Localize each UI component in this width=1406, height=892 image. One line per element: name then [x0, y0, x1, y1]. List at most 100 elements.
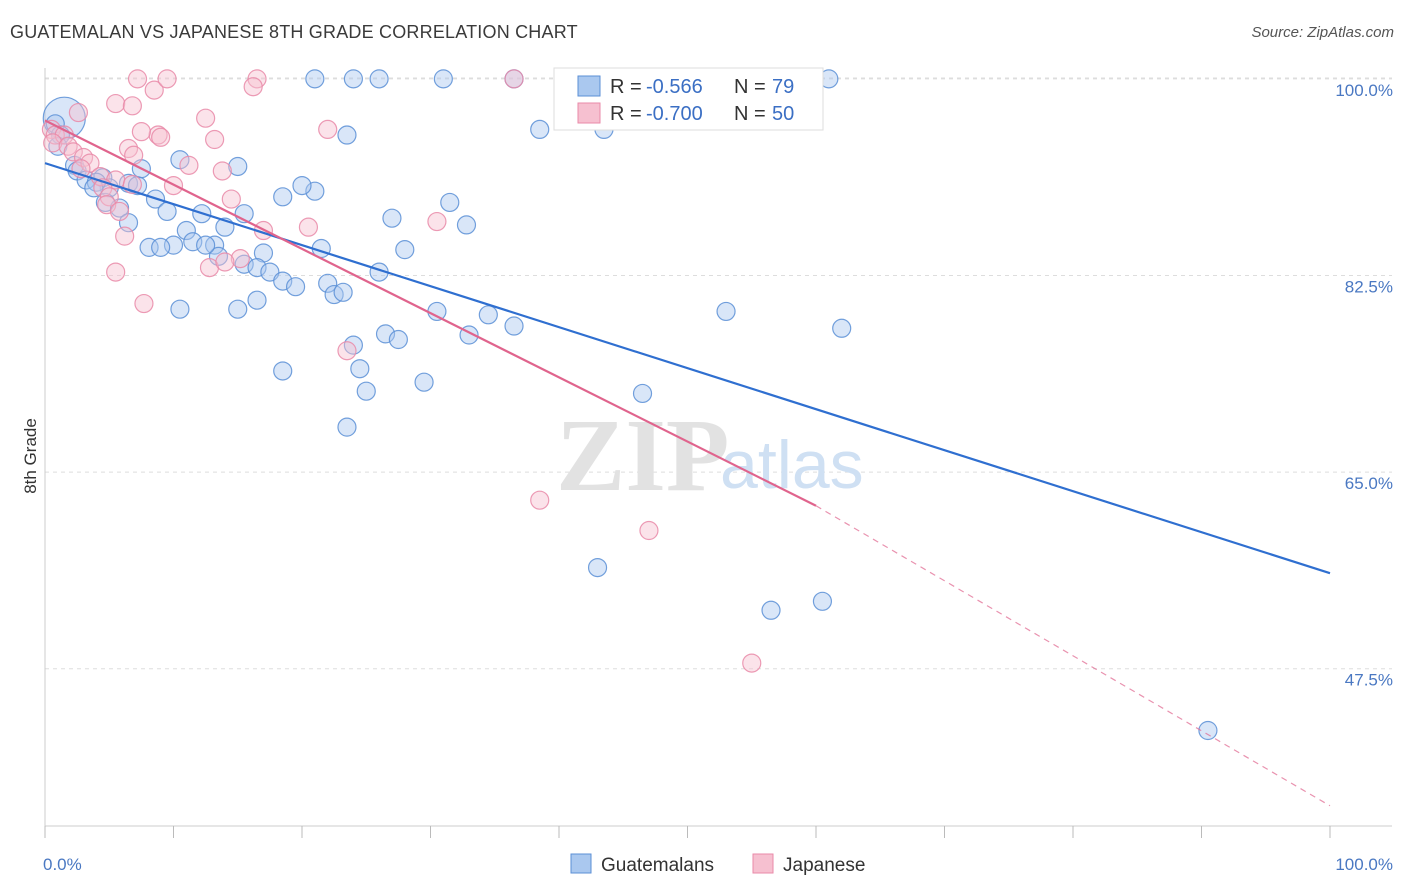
x-tick-label-start: 0.0%	[43, 855, 82, 874]
legend-n-value-1: 79	[772, 76, 794, 98]
point-japanese	[63, 142, 83, 162]
point-guatemalans	[504, 316, 524, 336]
bottom-legend-swatch-japanese	[752, 853, 774, 874]
point-guatemalans	[350, 359, 370, 379]
legend-box: R = -0.566 N = 79 R = -0.700 N = 50	[553, 67, 824, 131]
axes	[44, 68, 1392, 838]
point-japanese	[157, 69, 177, 89]
y-tick-label: 82.5%	[1345, 277, 1393, 296]
point-japanese	[148, 125, 168, 145]
point-guatemalans	[369, 69, 389, 89]
point-guatemalans	[305, 69, 325, 89]
point-japanese	[109, 201, 130, 222]
point-japanese	[196, 108, 216, 128]
point-japanese	[212, 161, 232, 181]
point-guatemalans	[292, 175, 312, 196]
point-guatemalans	[228, 299, 248, 319]
chart-title: GUATEMALAN VS JAPANESE 8TH GRADE CORRELA…	[10, 22, 578, 42]
point-guatemalans	[388, 329, 408, 350]
point-japanese	[230, 249, 250, 269]
point-japanese	[127, 69, 148, 89]
legend-n-value-2: 50	[772, 103, 794, 125]
tick-labels: 100.0% 82.5% 65.0% 47.5% 0.0% 100.0%	[43, 81, 1393, 874]
point-guatemalans	[333, 282, 353, 302]
bottom-legend-japanese: Japanese	[783, 855, 865, 876]
point-guatemalans	[356, 381, 376, 401]
legend-r-value-1: -0.566	[646, 76, 703, 98]
point-japanese	[215, 252, 235, 272]
point-japanese	[99, 187, 119, 207]
point-guatemalans	[273, 187, 293, 207]
legend-r-value-2: -0.700	[646, 103, 703, 125]
point-japanese	[318, 119, 338, 140]
point-japanese	[504, 69, 524, 89]
point-guatemalans	[228, 156, 248, 177]
legend-r-label-2: R =	[610, 103, 642, 125]
point-japanese	[151, 127, 171, 147]
bottom-legend-swatch-guatemalans	[570, 853, 592, 874]
legend-swatch-japanese	[577, 102, 601, 124]
point-japanese	[144, 80, 164, 100]
point-japanese	[243, 77, 263, 97]
point-guatemalans	[414, 372, 434, 392]
point-japanese	[337, 341, 357, 361]
point-japanese	[58, 136, 78, 156]
point-japanese	[639, 520, 659, 541]
bottom-legend-guatemalans: Guatemalans	[601, 855, 714, 876]
point-japanese	[80, 153, 100, 173]
point-guatemalans	[151, 237, 171, 257]
point-guatemalans	[337, 125, 357, 145]
point-guatemalans	[247, 258, 267, 278]
point-japanese	[122, 96, 142, 116]
point-guatemalans	[247, 290, 267, 310]
point-guatemalans	[530, 119, 550, 140]
point-guatemalans	[1198, 720, 1218, 741]
watermark-atlas: atlas	[720, 427, 864, 503]
source-label: Source: ZipAtlas.com	[1251, 24, 1394, 41]
point-japanese	[106, 93, 126, 114]
point-guatemalans	[812, 591, 833, 611]
point-guatemalans	[285, 277, 306, 297]
point-guatemalans	[440, 192, 460, 213]
point-japanese	[427, 211, 447, 232]
series-guatemalans	[42, 69, 1218, 741]
watermark: ZIP atlas	[556, 398, 864, 513]
legend-r-label-1: R =	[610, 76, 642, 98]
point-guatemalans	[395, 240, 415, 260]
point-guatemalans	[433, 69, 453, 89]
point-guatemalans	[139, 237, 159, 257]
point-japanese	[106, 262, 126, 282]
point-guatemalans	[716, 301, 736, 322]
trend-line-guatemalans	[44, 162, 1331, 575]
point-japanese	[115, 226, 135, 246]
watermark-zip: ZIP	[556, 398, 729, 513]
point-guatemalans	[832, 318, 852, 338]
point-japanese	[530, 490, 550, 510]
y-tick-label: 47.5%	[1345, 671, 1393, 690]
point-guatemalans	[273, 361, 293, 381]
point-guatemalans	[196, 235, 216, 255]
bottom-legend: Guatemalans Japanese	[570, 853, 865, 876]
point-japanese	[68, 102, 89, 123]
point-guatemalans	[456, 215, 477, 235]
point-guatemalans	[427, 301, 447, 322]
point-japanese	[134, 293, 154, 314]
point-japanese	[43, 133, 63, 153]
trend-line-japanese	[44, 119, 817, 507]
point-guatemalans	[170, 299, 190, 319]
legend-n-label-2: N =	[734, 103, 766, 125]
y-axis-label: 8th Grade	[21, 418, 40, 494]
point-guatemalans	[337, 417, 357, 437]
legend-swatch-guatemalans	[577, 75, 601, 97]
point-japanese	[221, 189, 241, 209]
point-japanese	[742, 653, 762, 673]
legend-n-label-1: N =	[734, 76, 766, 98]
point-guatemalans	[478, 305, 498, 325]
point-japanese	[298, 217, 319, 237]
point-guatemalans	[761, 600, 781, 620]
trend-extension-japanese	[815, 505, 1331, 807]
series-japanese	[41, 69, 762, 673]
trend-lines	[44, 119, 1331, 807]
point-japanese	[179, 155, 199, 175]
